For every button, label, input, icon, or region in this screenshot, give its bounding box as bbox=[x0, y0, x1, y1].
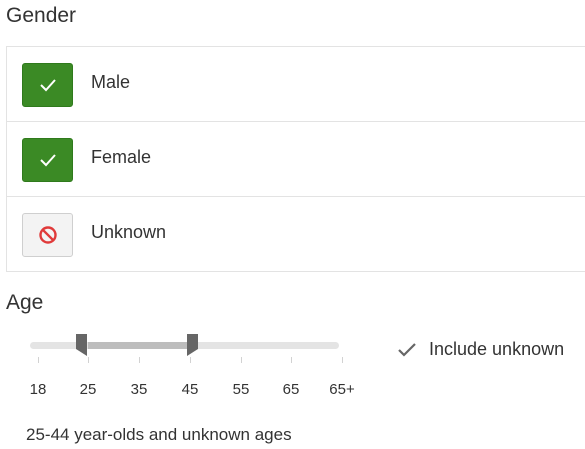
age-tick-label: 35 bbox=[130, 381, 148, 398]
check-icon bbox=[39, 154, 56, 167]
age-tick-label: 18 bbox=[29, 381, 47, 398]
age-tick-label: 25 bbox=[79, 381, 97, 398]
age-slider-max-handle[interactable] bbox=[187, 334, 198, 356]
female-toggle-button[interactable] bbox=[22, 138, 73, 182]
gender-row-male: Male bbox=[7, 47, 585, 122]
age-tick-mark bbox=[342, 357, 343, 363]
male-label: Male bbox=[91, 72, 131, 92]
unknown-toggle-button[interactable] bbox=[22, 213, 73, 257]
unknown-label: Unknown bbox=[91, 222, 167, 242]
age-tick-label: 45 bbox=[181, 381, 199, 398]
include-unknown-checkbox[interactable]: Include unknown bbox=[397, 339, 564, 360]
check-icon bbox=[39, 79, 56, 92]
age-tick-mark bbox=[190, 357, 191, 363]
age-title: Age bbox=[6, 291, 44, 314]
gender-row-female: Female bbox=[7, 122, 585, 197]
age-slider-track[interactable] bbox=[30, 342, 339, 349]
check-icon bbox=[398, 342, 416, 357]
female-label: Female bbox=[91, 147, 152, 167]
gender-options: Male Female Unknown bbox=[6, 46, 585, 272]
gender-row-unknown: Unknown bbox=[7, 197, 585, 272]
age-tick-mark bbox=[241, 357, 242, 363]
age-tick-mark bbox=[38, 357, 39, 363]
gender-title: Gender bbox=[6, 4, 77, 27]
age-tick-mark bbox=[139, 357, 140, 363]
male-toggle-button[interactable] bbox=[22, 63, 73, 107]
age-tick-mark bbox=[291, 357, 292, 363]
age-tick-label: 65 bbox=[282, 381, 300, 398]
age-tick-mark bbox=[88, 357, 89, 363]
prohibited-icon bbox=[38, 226, 57, 244]
age-tick-label: 55 bbox=[232, 381, 250, 398]
age-summary-text: 25-44 year-olds and unknown ages bbox=[26, 425, 292, 444]
age-slider-min-handle[interactable] bbox=[76, 334, 87, 356]
age-slider-selected-range bbox=[88, 342, 190, 349]
include-unknown-label: Include unknown bbox=[429, 339, 565, 359]
age-tick-label: 65+ bbox=[329, 381, 355, 398]
